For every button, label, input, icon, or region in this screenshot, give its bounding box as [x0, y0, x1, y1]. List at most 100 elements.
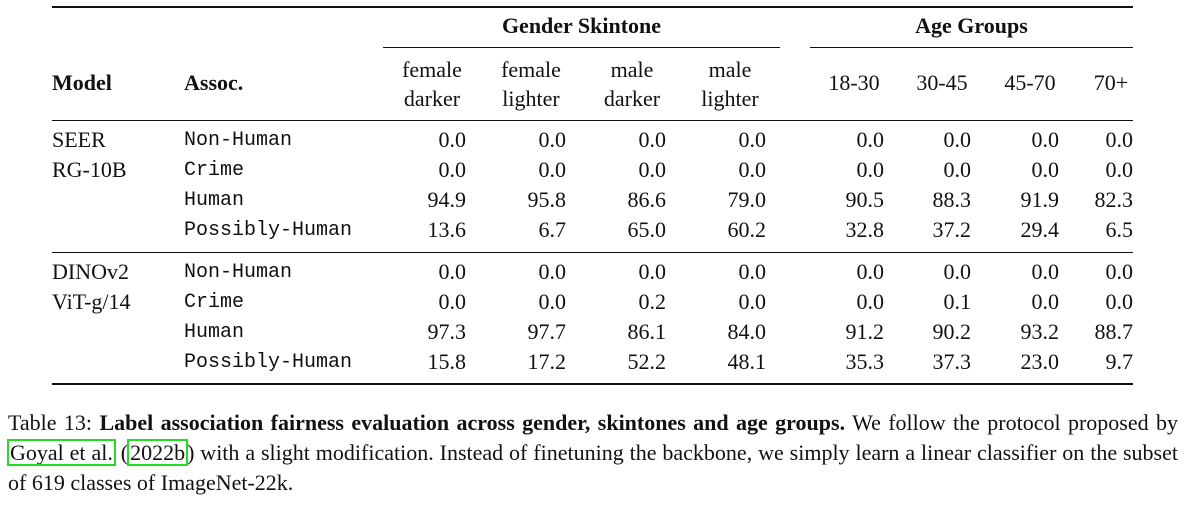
cell-value: 29.4 [1020, 217, 1060, 242]
cell-value: 0.0 [943, 127, 972, 152]
model-name: DINOv2 [52, 259, 129, 284]
cell-value: 88.3 [932, 187, 972, 212]
cell-value: 0.0 [538, 259, 567, 284]
cell-value: 95.8 [527, 187, 567, 212]
bottom-rule [52, 383, 1133, 385]
cell-value: 0.0 [538, 127, 567, 152]
cell-value: 9.7 [1105, 349, 1134, 374]
caption-text: We follow the protocol proposed by [852, 410, 1179, 435]
cell-value: 79.0 [727, 187, 767, 212]
cell-value: 0.0 [438, 259, 467, 284]
top-rule [52, 6, 1133, 8]
column-header: 30-45 [916, 70, 968, 95]
assoc-label: Possibly-Human [184, 219, 353, 242]
cell-value: 23.0 [1020, 349, 1060, 374]
assoc-label: Non-Human [184, 261, 293, 284]
cell-value: 0.0 [943, 157, 972, 182]
group-rule [383, 47, 780, 48]
cell-value: 82.3 [1094, 187, 1134, 212]
header-rule [52, 120, 1133, 121]
cell-value: 0.0 [1031, 259, 1060, 284]
cell-value: 0.0 [1105, 127, 1134, 152]
caption-text: ) with a slight modification. Instead of… [8, 440, 1178, 495]
cell-value: 37.2 [932, 217, 972, 242]
citation-link[interactable]: 2022b [127, 439, 189, 466]
column-header: male lighter [701, 57, 759, 111]
cell-value: 97.7 [527, 319, 567, 344]
cell-value: 60.2 [727, 217, 767, 242]
cell-value: 37.3 [932, 349, 972, 374]
cell-value: 0.0 [638, 127, 667, 152]
cell-value: 0.0 [1031, 289, 1060, 314]
model-name: SEER [52, 127, 106, 152]
cell-value: 0.0 [1105, 157, 1134, 182]
cell-value: 88.7 [1094, 319, 1134, 344]
group-header: Gender Skintone [501, 13, 662, 38]
cell-value: 0.0 [1031, 157, 1060, 182]
assoc-label: Crime [184, 291, 245, 314]
cell-value: 0.0 [856, 289, 885, 314]
cell-value: 0.0 [538, 289, 567, 314]
cell-value: 90.2 [932, 319, 972, 344]
cell-value: 0.0 [738, 259, 767, 284]
column-header: 70+ [1093, 70, 1129, 95]
column-header: male darker [603, 57, 661, 111]
caption-title: Label association fairness evaluation ac… [99, 410, 846, 435]
cell-value: 17.2 [527, 349, 567, 374]
cell-value: 0.0 [738, 289, 767, 314]
cell-value: 93.2 [1020, 319, 1060, 344]
cell-value: 86.6 [627, 187, 667, 212]
cell-value: 0.0 [438, 127, 467, 152]
column-header: female darker [402, 57, 462, 111]
cell-value: 0.1 [943, 289, 972, 314]
cell-value: 0.0 [856, 157, 885, 182]
citation-link[interactable]: Goyal et al. [7, 439, 116, 466]
cell-value: 97.3 [427, 319, 467, 344]
group-header: Age Groups [915, 13, 1028, 38]
assoc-label: Human [184, 321, 245, 344]
cell-value: 0.0 [1105, 259, 1134, 284]
cell-value: 90.5 [845, 187, 885, 212]
cell-value: 6.7 [538, 217, 567, 242]
cell-value: 0.0 [638, 157, 667, 182]
assoc-label: Possibly-Human [184, 351, 353, 374]
cell-value: 13.6 [427, 217, 467, 242]
cell-value: 0.0 [856, 127, 885, 152]
assoc-label: Crime [184, 159, 245, 182]
cell-value: 32.8 [845, 217, 885, 242]
model-name: RG-10B [52, 157, 127, 182]
cell-value: 86.1 [627, 319, 667, 344]
column-header: 18-30 [828, 70, 880, 95]
assoc-label: Non-Human [184, 129, 293, 152]
cell-value: 0.0 [438, 157, 467, 182]
cell-value: 0.0 [738, 157, 767, 182]
column-header: 45-70 [1004, 70, 1056, 95]
cell-value: 0.0 [538, 157, 567, 182]
cell-value: 0.0 [438, 289, 467, 314]
cell-value: 0.2 [638, 289, 667, 314]
caption: Table 13: Label association fairness eva… [7, 408, 1179, 498]
column-header: female lighter [501, 57, 561, 111]
cell-value: 0.0 [738, 127, 767, 152]
cell-value: 0.0 [856, 259, 885, 284]
cell-value: 35.3 [845, 349, 885, 374]
caption-label: Table 13: [8, 410, 93, 435]
cell-value: 0.0 [943, 259, 972, 284]
column-header: Model [52, 70, 112, 95]
group-rule [810, 47, 1133, 48]
cell-value: 0.0 [638, 259, 667, 284]
cell-value: 48.1 [727, 349, 767, 374]
column-header: Assoc. [184, 70, 244, 95]
cell-value: 65.0 [627, 217, 667, 242]
cell-value: 6.5 [1105, 217, 1134, 242]
assoc-label: Human [184, 189, 245, 212]
cell-value: 91.2 [845, 319, 885, 344]
cell-value: 52.2 [627, 349, 667, 374]
cell-value: 91.9 [1020, 187, 1060, 212]
model-name: ViT-g/14 [52, 289, 131, 314]
cell-value: 94.9 [427, 187, 467, 212]
cell-value: 0.0 [1105, 289, 1134, 314]
cell-value: 0.0 [1031, 127, 1060, 152]
block-rule [52, 252, 1133, 253]
